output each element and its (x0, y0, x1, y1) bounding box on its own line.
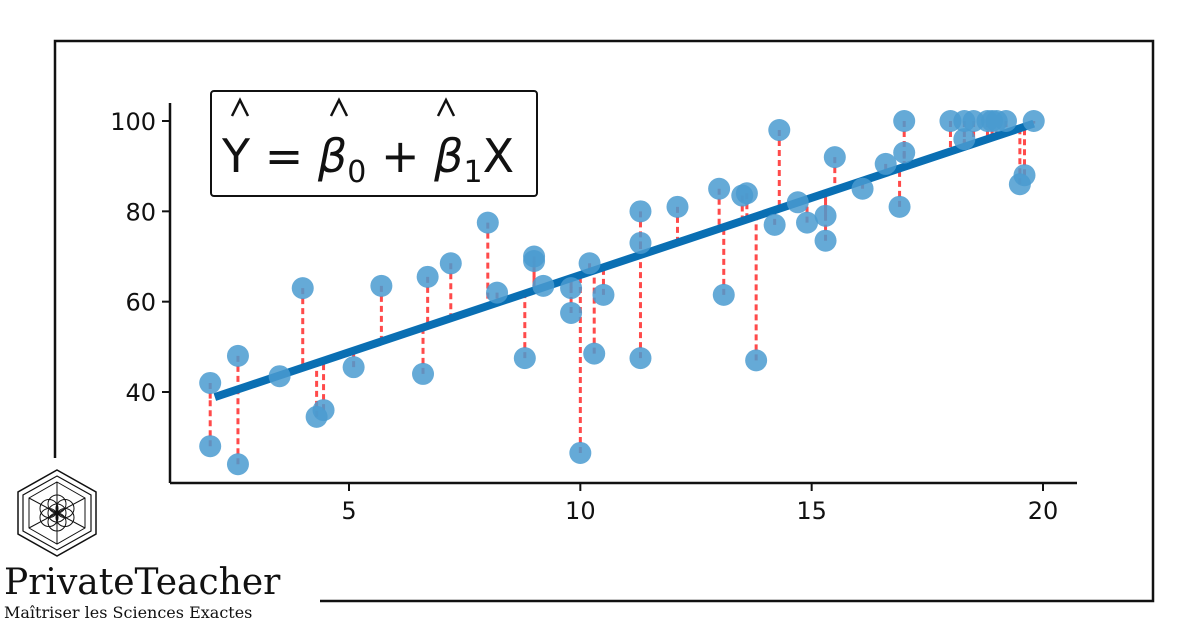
data-point (629, 347, 652, 370)
data-point (226, 453, 249, 476)
data-point (874, 152, 897, 175)
data-point (735, 182, 758, 205)
data-point (291, 277, 314, 300)
data-point (416, 265, 439, 288)
data-point (523, 250, 546, 273)
outer-border (53, 39, 1155, 603)
y-tick-label: 100 (110, 108, 156, 136)
brand-name: PrivateTeacher (4, 562, 281, 603)
x-ticks: 5 10 15 20 (341, 483, 1058, 525)
data-point (629, 200, 652, 223)
x-tick-label: 5 (341, 497, 356, 525)
data-point (1013, 164, 1036, 187)
x-tick-label: 15 (796, 497, 827, 525)
y-tick-label: 40 (125, 379, 156, 407)
y-tick-label: 60 (125, 289, 156, 317)
privateteacher-logo-icon (17, 469, 97, 557)
hat-beta1 (436, 97, 456, 117)
data-point (560, 277, 583, 300)
equation-beta1: β (433, 129, 463, 183)
data-point (199, 435, 222, 458)
data-point (708, 177, 731, 200)
data-point (1022, 110, 1045, 132)
equation-sub0: 0 (347, 155, 366, 190)
equation-plus: + (366, 129, 434, 183)
equation-box: Y = β0 + β1X (210, 90, 538, 197)
data-point (814, 229, 837, 252)
data-point (476, 211, 499, 234)
data-point (412, 362, 435, 385)
data-point (666, 195, 689, 218)
data-point (312, 399, 335, 422)
data-point (592, 283, 615, 306)
regression-line (213, 119, 1036, 401)
brand-tagline: Maîtriser les Sciences Exactes (4, 603, 253, 622)
hat-y (230, 97, 250, 117)
equation-sub1: 1 (464, 155, 483, 190)
data-point (342, 356, 365, 379)
data-point (569, 441, 592, 464)
data-point (888, 195, 911, 218)
equation-beta0: β (317, 129, 347, 183)
data-point (768, 119, 791, 142)
data-point (814, 204, 837, 227)
data-point (629, 231, 652, 254)
data-point (786, 191, 809, 214)
data-point (893, 110, 916, 132)
data-point (578, 252, 601, 275)
data-point (439, 252, 462, 275)
equation-frame (210, 90, 538, 197)
data-point (560, 301, 583, 324)
axes (168, 103, 1077, 485)
data-point (583, 342, 606, 365)
data-point (370, 274, 393, 297)
regression-fit (213, 119, 1036, 401)
hat-beta0 (329, 97, 349, 117)
data-points (199, 110, 1045, 476)
data-point (532, 274, 555, 297)
equation-equals: = (250, 129, 318, 183)
data-point (226, 344, 249, 367)
data-point (893, 141, 916, 164)
data-point (745, 349, 768, 372)
data-point (486, 281, 509, 304)
data-point (823, 146, 846, 169)
y-ticks: 40 60 80 100 (110, 108, 170, 407)
x-tick-label: 10 (565, 497, 596, 525)
equation-text: Y = β0 + β1X (221, 129, 514, 190)
data-point (994, 110, 1017, 132)
equation-y: Y (221, 129, 251, 183)
y-tick-label: 80 (125, 198, 156, 226)
data-point (763, 213, 786, 236)
x-tick-label: 20 (1028, 497, 1059, 525)
data-point (268, 365, 291, 388)
data-point (199, 371, 222, 394)
data-point (712, 283, 735, 306)
data-point (513, 347, 536, 370)
data-point (851, 177, 874, 200)
equation-x: X (483, 129, 515, 183)
data-point (796, 211, 819, 234)
data-point (953, 128, 976, 151)
